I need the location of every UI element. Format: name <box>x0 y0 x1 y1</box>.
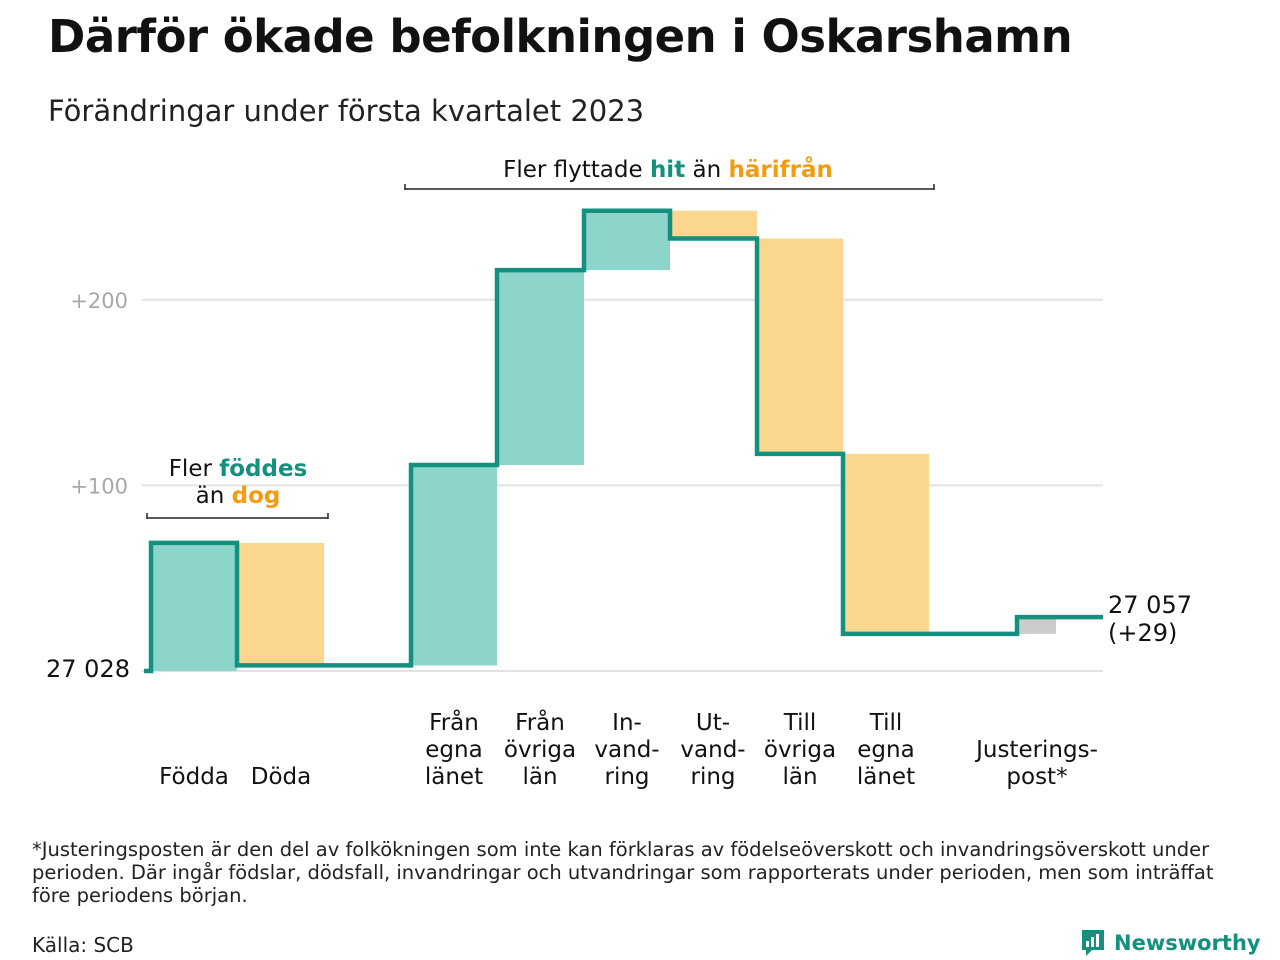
category-label: Justerings- <box>974 737 1098 763</box>
category-label: länet <box>425 764 483 790</box>
category-label: ring <box>690 764 735 790</box>
end-value-label: 27 057 <box>1108 591 1192 619</box>
y-tick-label: +100 <box>70 474 128 498</box>
category-label: vand- <box>594 737 659 763</box>
waterfall-bar <box>671 210 757 239</box>
category-label: Till <box>783 710 817 736</box>
chart-subtitle: Förändringar under första kvartalet 2023 <box>48 94 645 128</box>
brand-logo: Newsworthy <box>1080 928 1261 958</box>
category-label: vand- <box>680 737 745 763</box>
category-label: Ut- <box>696 710 730 736</box>
migration-bracket <box>404 184 935 190</box>
category-label: län <box>782 764 817 790</box>
category-label: Från <box>429 708 479 736</box>
annotation-text: än <box>196 483 232 509</box>
annotation-text: Fler <box>169 456 220 482</box>
annotation-highlight-orange: härifrån <box>729 156 833 183</box>
annotation-highlight-teal: föddes <box>219 456 307 482</box>
chart-title: Därför ökade befolkningen i Oskarshamn <box>48 10 1073 63</box>
waterfall-bar <box>411 464 497 666</box>
category-label: Till <box>869 710 903 736</box>
category-label: övriga <box>764 737 836 763</box>
waterfall-bar <box>843 453 929 634</box>
running-total-line <box>144 208 1103 674</box>
waterfall-bar <box>584 210 670 271</box>
category-label: Döda <box>251 764 311 790</box>
waterfall-bar <box>151 542 237 671</box>
migration-annotation: Fler flyttade hit än härifrån <box>503 156 833 183</box>
category-label: Födda <box>159 764 229 790</box>
source-label: Källa: SCB <box>32 933 134 957</box>
waterfall-bar <box>757 238 843 454</box>
annotation-text: än <box>685 157 728 183</box>
category-label: övriga <box>504 737 576 763</box>
y-tick-label: +200 <box>70 289 128 313</box>
waterfall-bar <box>1018 617 1056 634</box>
annotation-text: Fler flyttade <box>503 157 650 183</box>
waterfall-bar <box>238 542 324 666</box>
category-label: In- <box>612 710 642 736</box>
births-bracket <box>146 513 329 519</box>
category-label: egna <box>857 737 914 763</box>
category-label: län <box>522 764 557 790</box>
category-label: egna <box>425 737 482 763</box>
annotation-highlight-orange: dog <box>232 483 281 509</box>
waterfall-bar <box>498 270 584 465</box>
brand-name: Newsworthy <box>1114 931 1261 955</box>
end-change-label: (+29) <box>1108 619 1177 647</box>
start-value-label: 27 028 <box>46 655 130 683</box>
newsworthy-logo-icon <box>1082 930 1104 956</box>
births-annotation-line1: Fler föddes <box>169 456 308 482</box>
category-label: post* <box>1006 764 1067 790</box>
footnote: *Justeringsposten är den del av folkökni… <box>32 838 1214 907</box>
annotation-highlight-teal: hit <box>650 157 685 183</box>
category-label: länet <box>857 764 915 790</box>
category-label: ring <box>604 764 649 790</box>
category-label: Från <box>515 708 565 736</box>
births-annotation-line2: än dog <box>196 483 281 509</box>
